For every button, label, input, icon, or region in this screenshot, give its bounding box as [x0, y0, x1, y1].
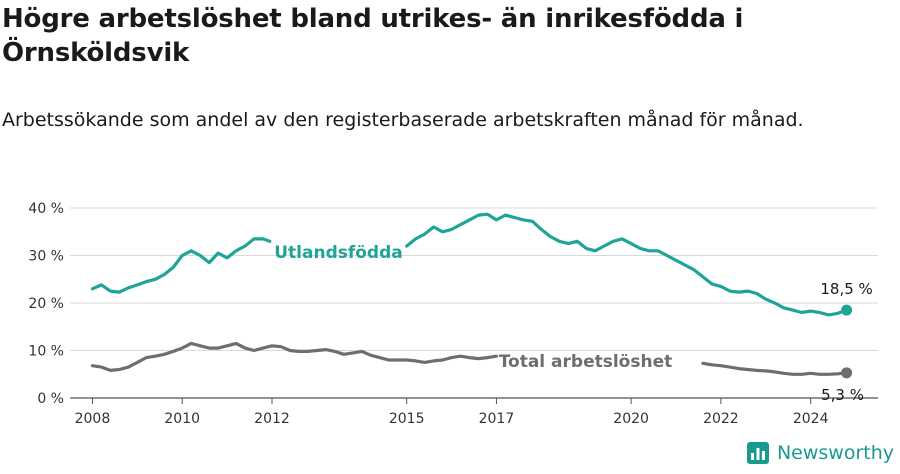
x-tick-label: 2017	[479, 411, 515, 427]
y-tick-label: 20 %	[28, 296, 64, 312]
total-line-segment	[701, 361, 849, 376]
utlandsfodda-line-segment	[90, 237, 272, 294]
utlandsfodda-line-segment	[405, 212, 849, 317]
chart-title: Högre arbetslöshet bland utrikes- än inr…	[2, 4, 744, 68]
brand-name: Newsworthy	[776, 442, 894, 464]
series-label-utlandsfodda: Utlandsfödda	[274, 243, 403, 263]
y-tick-label: 30 %	[28, 249, 64, 265]
x-tick-label: 2012	[254, 411, 290, 427]
end-label-total: 5,3 %	[821, 386, 864, 404]
y-tick-label: 40 %	[28, 201, 64, 217]
newsworthy-logo: Newsworthy	[746, 442, 894, 464]
x-tick-label: 2015	[389, 411, 425, 427]
total-end-point	[841, 367, 853, 379]
series-lines	[90, 212, 853, 379]
x-tick-label: 2008	[75, 411, 111, 427]
x-tick-label: 2020	[613, 411, 649, 427]
x-tick-label: 2024	[793, 411, 829, 427]
y-tick-label: 10 %	[28, 344, 64, 360]
x-tick-label: 2010	[164, 411, 200, 427]
x-axis-ticks: 2008 2010 2012 2015 2017 2020 2022 2024	[75, 398, 829, 427]
utlandsfodda-end-point	[841, 304, 853, 316]
gridlines	[70, 207, 878, 399]
end-label-utlandsfodda: 18,5 %	[820, 280, 872, 298]
series-label-total: Total arbetslöshet	[499, 352, 673, 372]
y-tick-label: 0 %	[37, 391, 64, 407]
bar-chart-icon	[746, 442, 769, 464]
chart-subtitle: Arbetssökande som andel av den registerb…	[2, 109, 804, 131]
total-line-segment	[90, 341, 498, 372]
series-labels: Utlandsfödda Total arbetslöshet 18,5 % 5,3 …	[274, 243, 873, 404]
x-tick-label: 2022	[703, 411, 739, 427]
y-axis-ticks: 0 % 10 % 20 % 30 % 40 %	[28, 201, 64, 407]
